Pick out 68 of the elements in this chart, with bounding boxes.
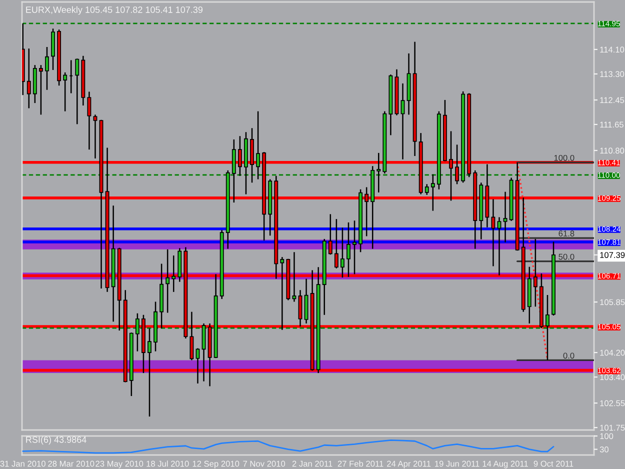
candlestick [87, 91, 92, 150]
y-tick-label: 104.20 [600, 350, 625, 356]
candlestick [364, 186, 369, 237]
candlestick [202, 322, 206, 382]
candlestick [135, 312, 140, 352]
x-tick-label: 12 Sep 2010 [192, 460, 240, 468]
candlestick [63, 72, 68, 112]
candlestick [172, 254, 176, 293]
y-tick-label: 107.39 [600, 252, 625, 258]
y-tick-label: 105.85 [600, 299, 625, 306]
candlestick [340, 227, 344, 278]
candlestick [455, 144, 459, 185]
candlestick [376, 152, 381, 194]
series-label: 0.0 [563, 352, 574, 359]
x-tick-label: 28 Mar 2010 [48, 460, 94, 467]
y-tick-label: 30 [600, 446, 608, 452]
y-tick-label: 110.80 [600, 148, 624, 154]
y-tick-label: 111.65 [600, 122, 624, 128]
candlestick [491, 198, 496, 267]
candlestick [546, 294, 550, 361]
x-tick-label: 27 Feb 2011 [338, 460, 384, 467]
candlestick [166, 248, 170, 314]
x-tick-label: 14 Aug 2011 [482, 460, 528, 468]
x-tick-label: 31 Jan 2010 [0, 460, 46, 467]
candlestick [196, 348, 200, 384]
y-tick-label: 103.40 [600, 374, 625, 380]
candlestick [26, 48, 31, 109]
candlestick [238, 135, 242, 177]
candlestick [430, 174, 435, 212]
y-tick-label: 100 [600, 433, 614, 440]
candlestick [346, 222, 350, 278]
candlestick [400, 82, 405, 160]
candlestick [75, 58, 80, 125]
candlestick [93, 114, 98, 160]
candlestick [38, 64, 43, 116]
x-tick-label: 18 Jul 2010 [146, 460, 189, 467]
candlestick [232, 138, 236, 204]
candlestick [449, 130, 453, 202]
candlestick [148, 328, 152, 418]
candlestick [497, 216, 502, 276]
candlestick [533, 238, 538, 308]
candlestick [292, 252, 296, 302]
x-tick-label: 9 Oct 2011 [534, 460, 574, 467]
series-label: 50.0 [558, 254, 574, 260]
candlestick [45, 46, 49, 90]
x-tick-label: 19 Jun 2011 [435, 460, 480, 467]
y-tick-label: 101.75 [600, 424, 625, 431]
candlestick [280, 256, 284, 331]
x-tick-label: 24 Apr 2011 [387, 460, 431, 468]
y-tick-label: 112.45 [600, 97, 624, 104]
candlestick [424, 184, 429, 196]
x-tick-label: 23 May 2010 [96, 460, 144, 468]
candlestick [190, 311, 194, 361]
series-label: 100.0 [554, 154, 574, 161]
x-tick-label: 2 Jan 2011 [292, 460, 332, 467]
y-tick-label: 114.10 [600, 46, 624, 53]
candlestick [256, 110, 260, 180]
y-tick-label: 113.30 [600, 71, 624, 78]
candlestick [352, 220, 356, 275]
candlestick [328, 214, 332, 256]
chart-title: RSI(6) 43.9864 [26, 436, 86, 445]
candlestick [334, 218, 338, 269]
y-tick-label: 102.55 [600, 400, 625, 406]
candlestick [298, 289, 302, 328]
candlestick [503, 191, 508, 243]
chart-title: EURX,Weekly 105.45 107.82 105.41 107.39 [26, 6, 203, 15]
series-label: 61.8 [558, 230, 574, 236]
x-tick-label: 7 Nov 2010 [243, 460, 286, 467]
